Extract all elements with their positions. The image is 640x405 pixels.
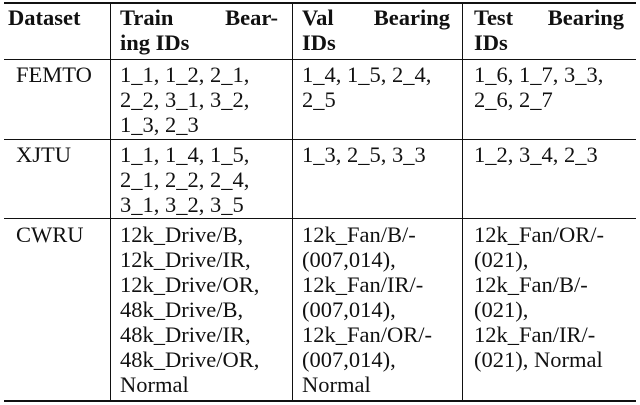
test-id-line: 1_2, 3_4, 2_3 xyxy=(474,142,598,167)
femto-dataset-cell: FEMTO xyxy=(16,62,92,87)
cwru-test-cell: 12k_Fan/OR/- (021), 12k_Fan/B/- (021), 1… xyxy=(474,222,604,372)
test-id-line: 12k_Fan/IR/- xyxy=(474,322,596,347)
dataset-name: XJTU xyxy=(16,142,71,167)
train-id-line: 2_1, 2_2, 2_4, xyxy=(120,167,250,192)
train-id-line: 2_2, 3_1, 3_2, xyxy=(120,87,250,112)
val-id-line: 12k_Fan/B/- xyxy=(302,222,416,247)
column-separator xyxy=(110,2,111,402)
bearing-ids-table: Dataset Train Bear- ing IDs Val Bearing … xyxy=(4,2,636,402)
val-id-line: 12k_Fan/OR/- xyxy=(302,322,433,347)
test-id-line: 12k_Fan/B/- xyxy=(474,272,588,297)
header-val: Val Bearing IDs xyxy=(302,5,450,55)
header-train-word: ing IDs xyxy=(120,30,190,55)
test-id-line: 1_6, 1_7, 3_3, xyxy=(474,62,604,87)
val-id-line: Normal xyxy=(302,372,371,397)
train-id-line: 12k_Drive/B, xyxy=(120,222,244,247)
val-id-line: 1_3, 2_5, 3_3 xyxy=(302,142,426,167)
header-test-word: IDs xyxy=(474,30,508,55)
train-id-line: 48k_Drive/IR, xyxy=(120,322,251,347)
cwru-val-cell: 12k_Fan/B/- (007,014), 12k_Fan/IR/- (007… xyxy=(302,222,432,397)
top-rule xyxy=(4,2,636,4)
test-id-line: (021), xyxy=(474,297,529,322)
val-id-line: 2_5 xyxy=(302,87,336,112)
row-rule-xjtu xyxy=(4,218,636,219)
header-train-word: Train xyxy=(120,5,174,30)
train-id-line: 48k_Drive/OR, xyxy=(120,347,260,372)
test-id-line: 2_6, 2_7 xyxy=(474,87,553,112)
test-id-line: (021), Normal xyxy=(474,347,603,372)
bottom-rule xyxy=(4,400,636,402)
column-separator xyxy=(462,2,463,402)
test-id-line: (021), xyxy=(474,247,529,272)
femto-test-cell: 1_6, 1_7, 3_3, 2_6, 2_7 xyxy=(474,62,603,112)
val-id-line: (007,014), xyxy=(302,247,396,272)
val-id-line: 1_4, 1_5, 2_4, xyxy=(302,62,432,87)
header-test-word: Bearing xyxy=(547,5,624,30)
femto-train-cell: 1_1, 1_2, 2_1, 2_2, 3_1, 3_2, 1_3, 2_3 xyxy=(120,62,249,137)
train-id-line: 1_1, 1_4, 1_5, xyxy=(120,142,250,167)
dataset-name: CWRU xyxy=(16,222,84,247)
row-rule-femto xyxy=(4,139,636,140)
header-test: Test Bearing IDs xyxy=(474,5,624,55)
val-id-line: (007,014), xyxy=(302,347,396,372)
xjtu-dataset-cell: XJTU xyxy=(16,142,71,167)
xjtu-val-cell: 1_3, 2_5, 3_3 xyxy=(302,142,426,167)
train-id-line: 12k_Drive/OR, xyxy=(120,272,260,297)
header-rule xyxy=(4,59,636,60)
header-dataset: Dataset xyxy=(8,5,80,30)
train-id-line: 48k_Drive/B, xyxy=(120,297,244,322)
header-val-word: Bearing xyxy=(373,5,450,30)
train-id-line: 3_1, 3_2, 3_5 xyxy=(120,192,244,217)
xjtu-test-cell: 1_2, 3_4, 2_3 xyxy=(474,142,598,167)
train-id-line: 1_1, 1_2, 2_1, xyxy=(120,62,250,87)
header-test-word: Test xyxy=(474,5,514,30)
header-train: Train Bear- ing IDs xyxy=(120,5,278,55)
train-id-line: Normal xyxy=(120,372,189,397)
header-val-word: IDs xyxy=(302,30,336,55)
header-dataset-text: Dataset xyxy=(8,5,81,30)
column-separator xyxy=(292,2,293,402)
train-id-line: 12k_Drive/IR, xyxy=(120,247,251,272)
cwru-dataset-cell: CWRU xyxy=(16,222,84,247)
femto-val-cell: 1_4, 1_5, 2_4, 2_5 xyxy=(302,62,431,112)
train-id-line: 1_3, 2_3 xyxy=(120,112,199,137)
val-id-line: (007,014), xyxy=(302,297,396,322)
xjtu-train-cell: 1_1, 1_4, 1_5, 2_1, 2_2, 2_4, 3_1, 3_2, … xyxy=(120,142,249,217)
header-train-word: Bear- xyxy=(225,5,278,30)
cwru-train-cell: 12k_Drive/B, 12k_Drive/IR, 12k_Drive/OR,… xyxy=(120,222,259,397)
header-val-word: Val xyxy=(302,5,334,30)
test-id-line: 12k_Fan/OR/- xyxy=(474,222,605,247)
val-id-line: 12k_Fan/IR/- xyxy=(302,272,424,297)
dataset-name: FEMTO xyxy=(16,62,92,87)
